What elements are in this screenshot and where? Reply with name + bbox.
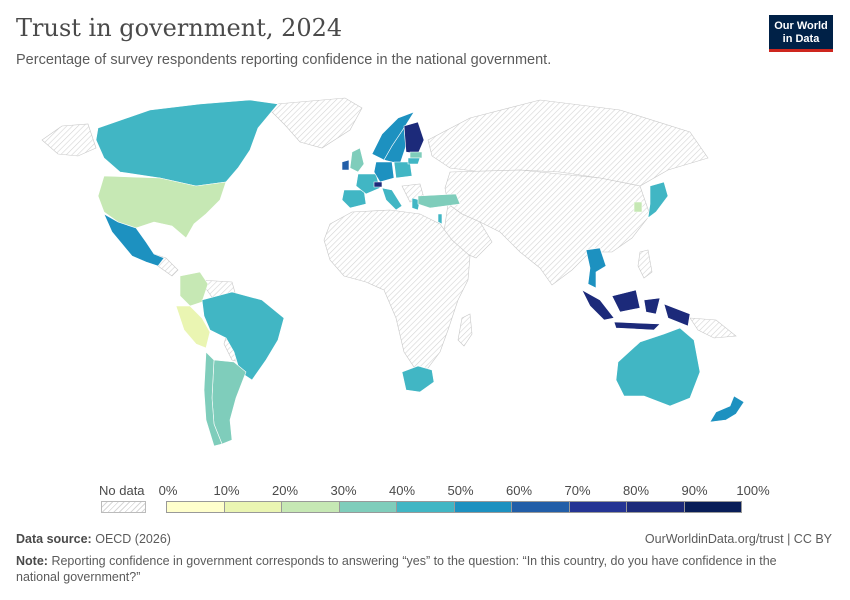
data-source: Data source: OECD (2026) — [16, 532, 171, 546]
data-source-label: Data source: — [16, 532, 92, 546]
country-japan[interactable] — [647, 181, 669, 219]
legend-bin-9 — [683, 501, 742, 513]
chart-title: Trust in government, 2024 — [16, 14, 343, 42]
africa-nodata[interactable] — [323, 209, 471, 371]
note-label: Note: — [16, 554, 48, 568]
country-turkey[interactable] — [417, 193, 461, 209]
note-text: Reporting confidence in government corre… — [16, 554, 777, 584]
legend-bin-3 — [338, 501, 397, 513]
greenland-nodata[interactable] — [264, 97, 363, 149]
country-united-kingdom[interactable] — [349, 147, 365, 173]
legend-bin-7 — [568, 501, 627, 513]
country-switzerland[interactable] — [373, 181, 383, 188]
legend-tick-label: 20% — [271, 483, 299, 498]
country-peru[interactable] — [175, 305, 211, 349]
legend-tick-label: 50% — [447, 483, 474, 498]
country-chile[interactable] — [203, 351, 223, 447]
country-ireland[interactable] — [341, 159, 350, 171]
world-map[interactable] — [0, 90, 850, 480]
country-south-africa[interactable] — [401, 365, 435, 393]
philippines-nodata[interactable] — [637, 249, 653, 279]
legend-tick-label: 30% — [330, 483, 357, 498]
owid-logo[interactable]: Our World in Data — [769, 15, 833, 52]
legend-no-data-swatch — [101, 501, 146, 513]
legend-tick-label: 90% — [681, 483, 708, 498]
country-poland[interactable] — [393, 161, 413, 179]
country-lithuania[interactable] — [407, 157, 421, 165]
alaska-nodata[interactable] — [41, 123, 97, 157]
country-israel[interactable] — [437, 213, 443, 225]
country-australia[interactable] — [615, 327, 701, 407]
country-germany[interactable] — [373, 161, 395, 183]
logo-line-1: Our World — [774, 20, 828, 32]
country-canada[interactable] — [95, 99, 279, 187]
country-south-korea[interactable] — [633, 201, 643, 213]
chart-subtitle: Percentage of survey respondents reporti… — [16, 52, 552, 68]
country-latvia[interactable] — [409, 151, 423, 159]
country-finland[interactable] — [403, 121, 425, 155]
country-thailand[interactable] — [585, 247, 607, 289]
source-link[interactable]: OurWorldinData.org/trust | CC BY — [644, 532, 832, 546]
country-brazil[interactable] — [201, 291, 285, 381]
legend-bin-4 — [396, 501, 455, 513]
chart-note: Note: Reporting confidence in government… — [16, 553, 816, 585]
legend-tick-label: 10% — [213, 483, 240, 498]
legend-tick-label: 0% — [158, 483, 178, 498]
country-spain[interactable] — [341, 189, 367, 209]
country-indonesia[interactable] — [581, 289, 691, 331]
legend-bin-0 — [166, 501, 225, 513]
legend-bin-8 — [626, 501, 685, 513]
data-source-value: OECD (2026) — [95, 532, 171, 546]
legend-tick-label: 80% — [622, 483, 650, 498]
madagascar-nodata[interactable] — [457, 313, 473, 347]
new-guinea-nodata[interactable] — [689, 317, 737, 339]
country-new-zealand[interactable] — [709, 395, 745, 423]
legend-bin-6 — [511, 501, 570, 513]
legend-bin-5 — [453, 501, 512, 513]
legend-color-scale — [166, 501, 742, 513]
logo-line-2: in Data — [782, 33, 820, 45]
legend-bin-1 — [223, 501, 282, 513]
legend-tick-label: 100% — [736, 483, 770, 498]
legend-no-data-label: No data — [99, 483, 145, 498]
legend-tick-label: 60% — [505, 483, 533, 498]
country-italy[interactable] — [381, 187, 403, 211]
country-united-states[interactable] — [97, 175, 227, 239]
country-france[interactable] — [355, 173, 381, 195]
legend-bin-2 — [281, 501, 340, 513]
country-mexico[interactable] — [103, 213, 165, 267]
legend-tick-label: 70% — [564, 483, 591, 498]
legend-tick-label: 40% — [388, 483, 416, 498]
